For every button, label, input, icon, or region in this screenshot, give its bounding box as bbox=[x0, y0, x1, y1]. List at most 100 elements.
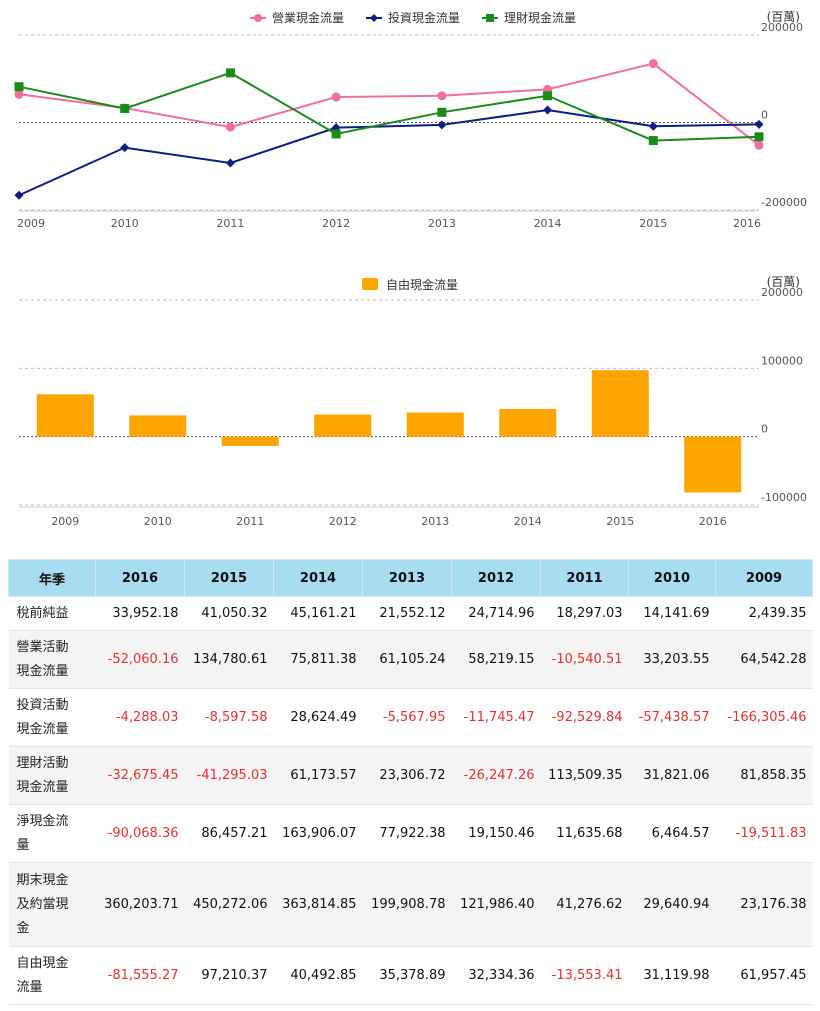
column-header: 2013 bbox=[362, 559, 452, 597]
data-point bbox=[437, 107, 447, 117]
y-tick-label: 200000 bbox=[761, 286, 803, 299]
table-cell: -92,529.84 bbox=[540, 688, 629, 747]
y-tick-label: -100000 bbox=[761, 491, 807, 504]
table-row: 營業活動 現金流量 -52,060.16 134,780.61 75,811.38 61,… bbox=[8, 630, 813, 689]
table-cell: 23,176.38 bbox=[715, 862, 813, 947]
data-point bbox=[754, 119, 764, 129]
x-tick-label: 2014 bbox=[534, 217, 562, 230]
data-point bbox=[543, 91, 553, 101]
row-label: 稅前純益 bbox=[8, 596, 96, 631]
free-cash-flow-bar-chart: 200000 100000 0 -100000 (百萬) 自由現金流量 2009 2010 20… bbox=[19, 275, 807, 528]
legend-item: 投資現金流量 bbox=[366, 10, 460, 25]
table-cell: 31,119.98 bbox=[628, 946, 716, 1005]
table-cell: 81,858.35 bbox=[715, 746, 813, 805]
table-cell: 86,457.21 bbox=[184, 804, 274, 863]
table-cell: 31,821.06 bbox=[628, 746, 716, 805]
x-tick-label: 2012 bbox=[329, 515, 357, 528]
bar bbox=[314, 414, 372, 437]
table-cell: 32,334.36 bbox=[451, 946, 541, 1005]
row-label: 投資活動 現金流量 bbox=[8, 688, 96, 747]
table-cell: 21,552.12 bbox=[362, 596, 452, 631]
table-cell: -32,675.45 bbox=[95, 746, 185, 805]
data-point bbox=[648, 59, 658, 69]
data-point bbox=[331, 92, 341, 102]
data-point bbox=[437, 91, 447, 101]
legend-swatch bbox=[362, 278, 378, 290]
legend-label: 投資現金流量 bbox=[388, 10, 460, 25]
column-header: 2010 bbox=[628, 559, 716, 597]
table-cell: -26,247.26 bbox=[451, 746, 541, 805]
data-point bbox=[14, 190, 24, 200]
table-row: 理財活動 現金流量 -32,675.45 -41,295.03 61,173.57 23,… bbox=[8, 746, 813, 805]
cash-flow-table: 年季 2016 2015 2014 2013 2012 2011 2010 2009 稅前純益 3… bbox=[8, 559, 813, 1005]
table-cell: 58,219.15 bbox=[451, 630, 541, 689]
data-point bbox=[754, 132, 764, 142]
y-tick-label: 0 bbox=[761, 423, 768, 436]
column-header: 2014 bbox=[273, 559, 363, 597]
legend-label: 理財現金流量 bbox=[504, 10, 576, 25]
x-tick-label: 2013 bbox=[421, 515, 449, 528]
table-cell: -4,288.03 bbox=[95, 688, 185, 747]
row-label: 理財活動 現金流量 bbox=[8, 746, 96, 805]
legend-item: 理財現金流量 bbox=[482, 10, 576, 25]
row-label: 期末現金 及約當現金 bbox=[8, 862, 96, 947]
table-row: 淨現金流量 -90,068.36 86,457.21 163,906.07 77,922… bbox=[8, 804, 813, 863]
table-cell: 29,640.94 bbox=[628, 862, 716, 947]
table-cell: 64,542.28 bbox=[715, 630, 813, 689]
row-label: 營業活動 現金流量 bbox=[8, 630, 96, 689]
data-point bbox=[225, 68, 235, 78]
bar bbox=[591, 370, 649, 437]
series-line bbox=[18, 62, 760, 147]
table-cell: 121,986.40 bbox=[451, 862, 541, 947]
y-tick-label: 0 bbox=[761, 109, 768, 122]
table-cell: -90,068.36 bbox=[95, 804, 185, 863]
table-row: 自由現金 流量 -81,555.27 97,210.37 40,492.85 35,378… bbox=[8, 946, 813, 1005]
table-cell: 2,439.35 bbox=[715, 596, 813, 631]
data-point bbox=[486, 14, 494, 22]
column-header: 2012 bbox=[451, 559, 541, 597]
row-label: 自由現金 流量 bbox=[8, 946, 96, 1005]
data-point bbox=[648, 136, 658, 146]
x-tick-label: 2015 bbox=[606, 515, 634, 528]
table-cell: 41,276.62 bbox=[540, 862, 629, 947]
table-cell: -5,567.95 bbox=[362, 688, 452, 747]
data-point bbox=[370, 14, 378, 22]
legend-item: 自由現金流量 bbox=[362, 277, 458, 292]
data-point bbox=[754, 140, 764, 150]
x-tick-label: 2016 bbox=[699, 515, 727, 528]
bar bbox=[221, 436, 279, 446]
x-tick-label: 2016 bbox=[733, 217, 761, 230]
series-line bbox=[18, 108, 760, 197]
x-tick-label: 2015 bbox=[639, 217, 667, 230]
x-tick-label: 2010 bbox=[144, 515, 172, 528]
table-cell: -41,295.03 bbox=[184, 746, 274, 805]
cash-flow-line-chart: 200000 0 -200000 (百萬) 2009 2010 2011 2012 2013 20… bbox=[14, 10, 807, 230]
x-tick-label: 2011 bbox=[216, 217, 244, 230]
table-cell: -166,305.46 bbox=[715, 688, 813, 747]
data-point bbox=[648, 121, 658, 131]
table-cell: 28,624.49 bbox=[273, 688, 363, 747]
y-tick-label: 100000 bbox=[761, 354, 803, 367]
series-line bbox=[18, 71, 760, 142]
unit-label: (百萬) bbox=[767, 10, 800, 24]
legend-item: 營業現金流量 bbox=[250, 10, 344, 25]
table-cell: 24,714.96 bbox=[451, 596, 541, 631]
table-cell: 61,173.57 bbox=[273, 746, 363, 805]
column-header: 2015 bbox=[184, 559, 274, 597]
data-point bbox=[14, 89, 24, 99]
table-cell: 97,210.37 bbox=[184, 946, 274, 1005]
table-cell: -8,597.58 bbox=[184, 688, 274, 747]
table-row: 稅前純益 33,952.18 41,050.32 45,161.21 21,552.12… bbox=[8, 596, 813, 631]
x-tick-label: 2009 bbox=[17, 217, 45, 230]
data-point bbox=[225, 122, 235, 132]
table-cell: 35,378.89 bbox=[362, 946, 452, 1005]
legend-label: 自由現金流量 bbox=[386, 277, 458, 292]
data-point bbox=[254, 14, 262, 22]
bar bbox=[129, 415, 187, 437]
row-label: 淨現金流量 bbox=[8, 804, 96, 863]
x-tick-label: 2013 bbox=[428, 217, 456, 230]
table-cell: 45,161.21 bbox=[273, 596, 363, 631]
x-tick-label: 2009 bbox=[51, 515, 79, 528]
table-cell: -11,745.47 bbox=[451, 688, 541, 747]
table-cell: 450,272.06 bbox=[184, 862, 274, 947]
